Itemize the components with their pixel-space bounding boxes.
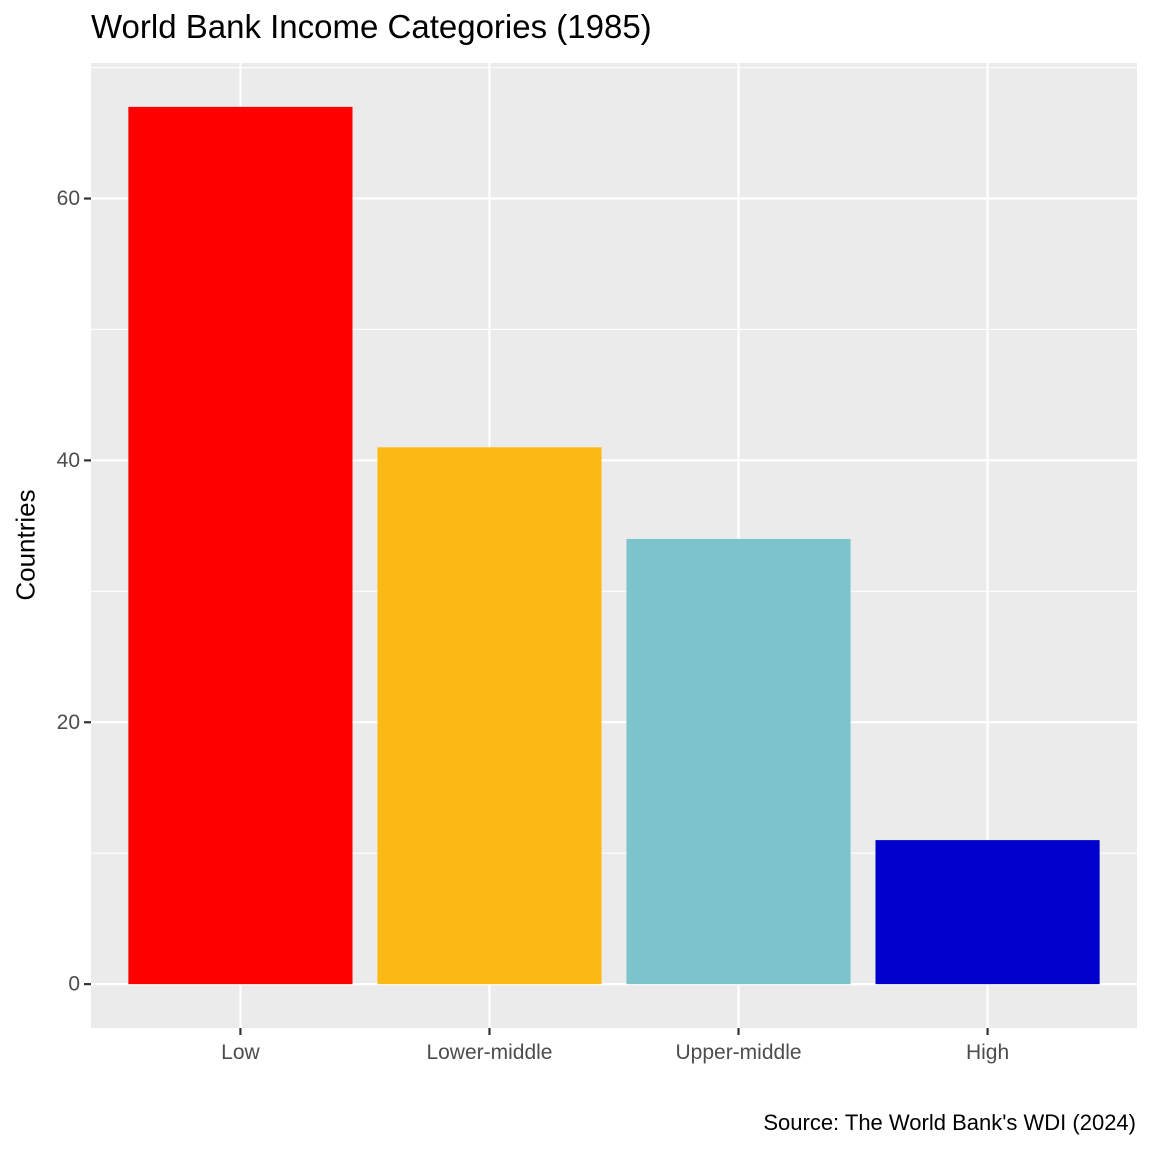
bar-high bbox=[875, 840, 1100, 985]
y-tick-label: 60 bbox=[57, 187, 80, 210]
x-tick-label: Lower-middle bbox=[426, 1041, 552, 1064]
y-tick-label: 0 bbox=[68, 973, 80, 996]
x-tick-label: Upper-middle bbox=[675, 1041, 801, 1064]
bar-low bbox=[128, 106, 353, 985]
y-axis: 0 20 40 60 bbox=[57, 187, 91, 996]
source-caption: Source: The World Bank's WDI (2024) bbox=[763, 1110, 1136, 1135]
x-tick-label: Low bbox=[221, 1041, 260, 1064]
chart-title: World Bank Income Categories (1985) bbox=[91, 8, 652, 45]
y-tick-label: 40 bbox=[57, 449, 80, 472]
y-tick-label: 20 bbox=[57, 711, 80, 734]
bar-lower-middle bbox=[377, 447, 602, 985]
bar-upper-middle bbox=[626, 538, 851, 985]
x-tick-label: High bbox=[966, 1041, 1009, 1064]
x-axis: Low Lower-middle Upper-middle High bbox=[221, 1028, 1009, 1064]
bars bbox=[128, 106, 1100, 985]
